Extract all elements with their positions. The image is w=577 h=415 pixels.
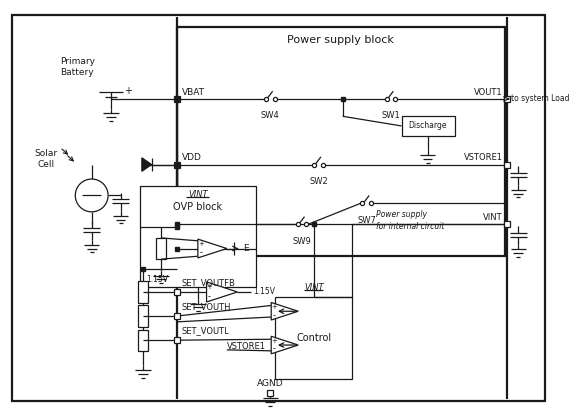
Bar [140,186,256,287]
Bar [138,305,148,327]
Text: +: + [271,338,277,344]
Text: VINT: VINT [304,283,324,292]
Text: VSTORE1: VSTORE1 [227,342,266,351]
Text: VDD: VDD [181,153,201,162]
Polygon shape [142,158,152,171]
Text: Solar: Solar [35,149,58,159]
Text: 1.15V: 1.15V [147,275,168,283]
Text: SW1: SW1 [381,112,400,120]
Text: -: - [272,344,276,354]
Bar [138,330,148,351]
Bar [156,238,166,259]
Text: to system Load: to system Load [511,95,569,103]
Text: SET_VOUTFB: SET_VOUTFB [181,278,235,287]
Text: SET_VOUTH: SET_VOUTH [181,302,231,311]
Text: Battery: Battery [61,68,94,77]
Polygon shape [198,239,227,258]
Bar [177,27,505,256]
Text: SET_VOUTL: SET_VOUTL [181,326,229,335]
Polygon shape [207,282,237,302]
Text: E: E [243,244,249,253]
Text: +: + [198,241,204,247]
Text: -: - [199,248,203,257]
Text: 1.15V: 1.15V [253,288,275,296]
Bar [275,297,353,379]
Bar [402,116,455,136]
Text: OVP block: OVP block [173,202,222,212]
Text: Control: Control [296,333,331,343]
Text: +: + [123,86,132,96]
Text: VBAT: VBAT [181,88,204,97]
Polygon shape [271,336,298,354]
Text: AGND: AGND [257,379,283,388]
Text: +: + [271,304,277,310]
Text: Power supply: Power supply [376,210,428,219]
Text: VINT: VINT [483,213,503,222]
Text: -: - [272,311,276,320]
Text: SW4: SW4 [261,112,280,120]
Text: VINT: VINT [188,190,208,199]
Text: for internal circuit: for internal circuit [376,222,445,231]
Bar [138,281,148,303]
Text: Cell: Cell [38,160,55,169]
Text: Discharge: Discharge [409,122,447,130]
Text: VSTORE1: VSTORE1 [464,153,503,162]
Text: VOUT1: VOUT1 [474,88,503,97]
Text: Power supply block: Power supply block [287,35,394,45]
Text: -: - [208,292,211,301]
Text: Primary: Primary [59,57,95,66]
Text: +: + [207,284,212,290]
Text: SW9: SW9 [293,237,312,246]
Text: SW7: SW7 [357,216,376,225]
Text: SW2: SW2 [309,177,328,186]
Polygon shape [271,303,298,320]
